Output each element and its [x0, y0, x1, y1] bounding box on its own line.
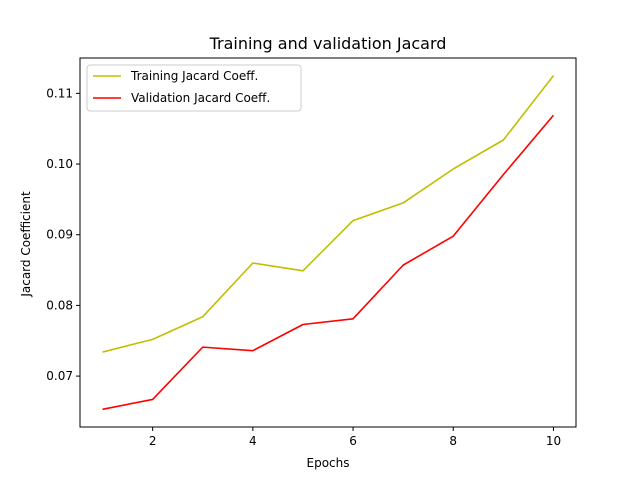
x-axis-ticks: 2 4 6 8 10: [149, 427, 561, 448]
legend-label-0: Training Jacard Coeff.: [130, 69, 258, 83]
x-tick-label: 2: [149, 434, 157, 448]
plot-lines: [102, 75, 555, 411]
legend: Training Jacard Coeff. Validation Jacard …: [86, 64, 302, 112]
y-axis-label: Jacard Coefficient: [19, 191, 33, 298]
x-tick-label: 8: [449, 434, 457, 448]
x-tick-label: 4: [249, 434, 257, 448]
x-tick-label: 10: [546, 434, 561, 448]
y-tick-label: 0.11: [46, 86, 73, 100]
series-line-1: [102, 114, 555, 411]
y-tick-label: 0.10: [46, 157, 73, 171]
legend-label-1: Validation Jacard Coeff.: [131, 91, 270, 105]
legend-box: [86, 64, 302, 112]
y-tick-label: 0.09: [46, 228, 73, 242]
x-axis-label: Epochs: [307, 456, 350, 470]
y-tick-label: 0.07: [46, 369, 73, 383]
plot-frame: [79, 57, 577, 428]
series-line-0: [102, 75, 555, 353]
x-tick-label: 6: [349, 434, 357, 448]
y-axis-ticks: 0.07 0.08 0.09 0.10 0.11: [46, 86, 80, 383]
chart-title: Training and validation Jacard: [209, 34, 447, 53]
y-tick-label: 0.08: [46, 298, 73, 312]
